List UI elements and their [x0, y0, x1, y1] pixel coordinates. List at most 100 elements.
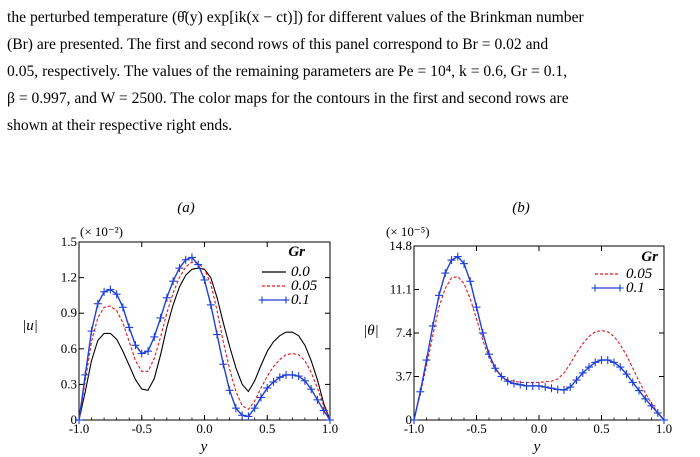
x-tick-label: 1.0	[656, 421, 672, 436]
data-point-marker	[106, 285, 115, 294]
data-point-marker	[460, 259, 468, 268]
data-point-marker	[319, 406, 328, 415]
panel-a-multiplier: (× 10⁻²)	[80, 224, 123, 239]
x-tick-label: -1.0	[404, 421, 425, 436]
data-point-marker	[213, 330, 222, 339]
caption-line: (Br) are presented. The first and second…	[7, 36, 549, 53]
data-point-marker	[435, 291, 443, 300]
data-point-marker	[622, 370, 631, 379]
data-point-marker	[219, 360, 228, 369]
data-point-marker	[194, 260, 203, 269]
data-point-marker	[516, 380, 525, 389]
data-point-marker	[628, 378, 637, 387]
data-point-marker	[263, 383, 272, 392]
data-point-marker	[137, 349, 146, 358]
panel-a-legend-title: Gr	[288, 244, 305, 260]
data-point-marker	[181, 255, 190, 264]
data-point-marker	[541, 383, 550, 392]
data-point-marker	[553, 385, 562, 394]
legend-label: 0.1	[291, 292, 310, 308]
caption-line: the perturbed temperature (θ̂(y) exp[ik(…	[7, 9, 584, 26]
data-point-marker	[578, 368, 587, 377]
data-point-marker	[175, 264, 184, 273]
data-point-marker	[131, 341, 140, 350]
data-point-marker	[616, 363, 625, 372]
data-point-marker	[466, 277, 475, 286]
panel-b-legend-title: Gr	[641, 249, 658, 265]
caption-line: β = 0.997, and W = 2500. The color maps …	[7, 90, 569, 107]
data-point-marker	[125, 323, 134, 332]
data-point-marker	[441, 269, 450, 278]
x-tick-label: 0.5	[593, 421, 609, 436]
legend-label: 0.05	[291, 278, 318, 294]
data-point-marker	[485, 350, 493, 359]
data-point-marker	[307, 385, 316, 394]
data-point-marker	[547, 384, 556, 393]
y-tick-label: 3.7	[396, 369, 413, 384]
data-point-marker	[244, 412, 253, 421]
data-point-marker	[635, 386, 643, 395]
y-tick-label: 0.6	[61, 341, 78, 356]
panel-a-ylabel: |u|	[22, 318, 38, 334]
figure-caption: the perturbed temperature (θ̂(y) exp[ik(…	[7, 4, 693, 139]
x-tick-label: -0.5	[466, 421, 487, 436]
caption-line: 0.05, respectively. The values of the re…	[7, 63, 568, 80]
data-point-marker	[410, 416, 418, 424]
data-point-marker	[653, 408, 662, 417]
data-point-marker	[478, 329, 487, 337]
x-tick-label: 0.5	[259, 421, 275, 436]
data-point-marker	[610, 358, 618, 367]
data-point-marker	[453, 252, 462, 261]
data-point-marker	[118, 303, 127, 312]
data-point-marker	[200, 275, 209, 284]
data-point-marker	[641, 394, 650, 403]
data-point-marker	[187, 253, 196, 262]
data-point-marker	[491, 364, 500, 373]
data-point-marker	[150, 332, 159, 341]
data-point-marker	[238, 411, 247, 420]
data-point-marker	[81, 370, 90, 379]
data-point-marker	[75, 416, 83, 424]
data-point-marker	[603, 356, 612, 365]
y-tick-label: 14.8	[389, 238, 412, 253]
data-point-marker	[560, 386, 568, 395]
data-point-marker	[288, 370, 297, 379]
data-point-marker	[572, 376, 581, 385]
y-tick-label: 11.1	[390, 282, 412, 297]
data-point-marker	[93, 299, 102, 308]
data-point-marker	[422, 356, 431, 365]
data-point-marker	[326, 416, 334, 424]
data-point-marker	[647, 401, 656, 410]
data-point-marker	[566, 383, 575, 392]
data-point-marker	[510, 379, 518, 388]
data-point-marker	[87, 327, 96, 335]
data-point-marker	[275, 373, 284, 382]
legend-label: 0.0	[291, 264, 310, 280]
data-point-marker	[585, 363, 593, 372]
data-point-marker	[660, 416, 668, 424]
data-point-marker	[256, 393, 265, 402]
data-point-marker	[250, 404, 259, 413]
data-point-marker	[231, 404, 240, 413]
series-line-gr-0_05	[78, 261, 331, 421]
y-tick-label: 0.3	[61, 376, 77, 391]
panel-a-tag: (a)	[177, 200, 195, 216]
data-point-marker	[206, 300, 215, 309]
series-line-gr-0_05	[413, 276, 665, 421]
data-point-marker	[300, 376, 309, 385]
data-point-marker	[112, 290, 121, 299]
x-tick-label: -1.0	[69, 421, 90, 436]
panel-b-xlabel: y	[532, 439, 541, 455]
data-point-marker	[269, 378, 278, 387]
data-point-marker	[162, 293, 171, 302]
y-tick-label: 1.2	[61, 270, 77, 285]
legend-label: 0.05	[626, 266, 653, 282]
panel-b-tag: (b)	[512, 200, 530, 216]
data-point-marker	[591, 358, 600, 367]
data-point-marker	[144, 347, 153, 356]
data-point-marker	[225, 386, 234, 395]
panel-b-multiplier: (× 10⁻⁵)	[386, 224, 430, 239]
x-tick-label: 0.0	[531, 421, 547, 436]
data-point-marker	[169, 277, 178, 286]
